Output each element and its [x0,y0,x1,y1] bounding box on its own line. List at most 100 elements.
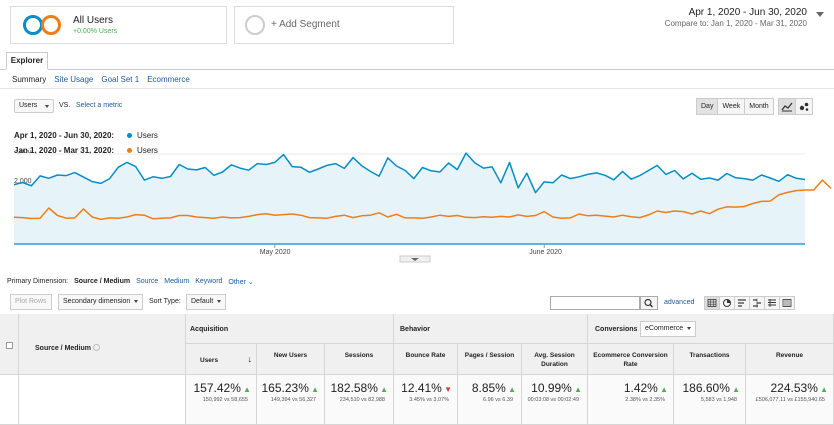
dimension-source[interactable]: Source [136,278,159,285]
chevron-down-icon [687,326,692,330]
metric-header-label: Sessions [344,352,374,359]
totals-cell-ecommerce-conversion-rate: 1.42% ▲ 2.38% vs 2.35% [588,375,674,425]
subtab-divider [0,88,834,89]
pie-view-icon[interactable] [719,296,735,310]
motion-chart-icon[interactable] [795,98,813,115]
data-table-view-icon[interactable] [704,296,720,310]
totals-percent: 186.60% [682,381,730,395]
search-button[interactable] [640,296,658,310]
totals-percent: 12.41% [401,381,442,395]
totals-comparison: 2.38% vs 2.35% [625,397,665,403]
legend-dot-previous [127,148,132,153]
pivot-view-icon[interactable] [779,296,795,310]
metric-header-label: Avg. Session Duration [534,352,575,368]
metric-header-avg-session-duration[interactable]: Avg. Session Duration [522,344,588,375]
period-month-button[interactable]: Month [744,98,774,115]
comparison-view-icon[interactable] [749,296,765,310]
subtab-summary[interactable]: Summary [12,75,47,84]
metric-header-label: Ecommerce Conversion Rate [593,352,668,368]
dimension-source-medium[interactable]: Source / Medium [74,278,131,285]
dimension-other[interactable]: Other ⌄ [228,279,254,286]
metric-header-label: Revenue [775,352,804,359]
metric-header-new-users[interactable]: New Users [257,344,325,375]
dimension-medium[interactable]: Medium [164,278,190,285]
conversions-select-value: eCommerce [645,325,684,332]
legend-metric-previous: Users [137,146,158,155]
add-segment-button[interactable]: + Add Segment [234,6,454,44]
totals-dimension-cell [19,375,186,425]
primary-dimension-label: Primary Dimension: [7,278,69,285]
chevron-down-icon [217,299,222,303]
chart-legend: Apr 1, 2020 - Jun 30, 2020: Users Jan 1,… [14,128,158,158]
sort-type-select[interactable]: Default [186,294,227,310]
metric-select[interactable]: Users [14,99,54,113]
period-day-button[interactable]: Day [696,98,719,115]
subtab-ecommerce[interactable]: Ecommerce [147,75,190,84]
group-acquisition-label: Acquisition [190,326,229,333]
totals-comparison: 00:03:08 vs 00:02:49 [527,397,579,403]
select-all-cell [0,314,19,375]
totals-cell-sessions: 182.58% ▲ 234,510 vs 82,988 [325,375,394,425]
plot-rows-button[interactable]: Plot Rows [10,294,52,310]
totals-cell-users: 157.42% ▲ 150,992 vs 58,655 [186,375,257,425]
dimension-header-cell[interactable]: Source / Medium [19,314,186,375]
date-dropdown-caret-icon[interactable] [816,12,824,17]
dimension-keyword[interactable]: Keyword [195,278,223,285]
segment-rings-icon [23,13,69,37]
x-tick-label: June 2020 [529,249,562,256]
totals-cell-revenue: 224.53% ▲ £506,077.11 vs £155,940.65 [746,375,834,425]
metric-header-sessions[interactable]: Sessions [325,344,394,375]
y-tick-label: 3,000 [14,150,32,155]
vs-label: VS. [59,102,71,109]
totals-comparison: 150,992 vs 58,655 [202,397,248,403]
legend-row-current: Apr 1, 2020 - Jun 30, 2020: Users [14,128,158,143]
metric-header-transactions[interactable]: Transactions [674,344,746,375]
table-search-input[interactable] [550,296,640,310]
metric-header-revenue[interactable]: Revenue [746,344,834,375]
totals-comparison: £506,077.11 vs £155,940.65 [755,397,825,403]
metric-header-label: Bounce Rate [405,352,446,359]
group-conversions: Conversions eCommerce [588,314,834,344]
performance-view-icon[interactable] [734,296,750,310]
totals-cell-bounce-rate: 12.41% ▼ 3.45% vs 3.07% [394,375,458,425]
dimension-other-label: Other [228,279,246,286]
line-chart-icon[interactable] [778,98,796,115]
subtab-goal-set-1[interactable]: Goal Set 1 [101,75,140,84]
series-line-previous [13,179,832,221]
tab-explorer[interactable]: Explorer [6,52,48,70]
group-conversions-label: Conversions [595,326,638,333]
sort-arrow-down-icon[interactable]: ↓ [247,354,253,364]
date-range-compare: Compare to: Jan 1, 2020 - Mar 31, 2020 [664,19,807,28]
segment-all-users[interactable]: All Users +0.00% Users [10,6,227,44]
metric-header-users[interactable]: Users ↓ [186,344,257,375]
totals-cell-avg-session-duration: 10.99% ▲ 00:03:08 vs 00:02:49 [522,375,588,425]
select-all-checkbox[interactable] [6,342,13,349]
group-acquisition: Acquisition [186,314,394,344]
chart-type-toggle [778,98,813,115]
totals-cell-transactions: 186.60% ▲ 5,583 vs 1,948 [674,375,746,425]
report-table: Source / Medium Acquisition Behavior Con… [0,314,834,425]
chevron-down-icon [411,258,419,261]
metric-header-label: Users [200,357,219,364]
table-view-toggle [704,296,795,310]
subtab-site-usage[interactable]: Site Usage [54,75,94,84]
tab-divider [0,69,834,70]
metric-header-bounce-rate[interactable]: Bounce Rate [394,344,458,375]
totals-comparison: 5,583 vs 1,948 [700,397,737,403]
totals-percent: 165.23% [261,381,309,395]
conversions-select[interactable]: eCommerce [640,321,697,337]
secondary-dimension-select[interactable]: Secondary dimension [58,294,144,310]
trend-up-icon: ▲ [817,385,828,394]
help-icon[interactable] [93,344,101,352]
period-week-button[interactable]: Week [717,98,746,115]
sort-type-value: Default [191,298,214,305]
segment-title: All Users [73,15,114,26]
date-range-picker[interactable]: Apr 1, 2020 - Jun 30, 2020 Compare to: J… [665,7,807,28]
metric-header-pages-per-session[interactable]: Pages / Session [458,344,522,375]
advanced-filter-link[interactable]: advanced [664,299,695,306]
metric-header-ecommerce-conversion-rate[interactable]: Ecommerce Conversion Rate [588,344,674,375]
term-cloud-view-icon[interactable] [764,296,780,310]
y-tick-label: 2,000 [14,178,32,185]
select-metric-link[interactable]: Select a metric [76,102,123,109]
